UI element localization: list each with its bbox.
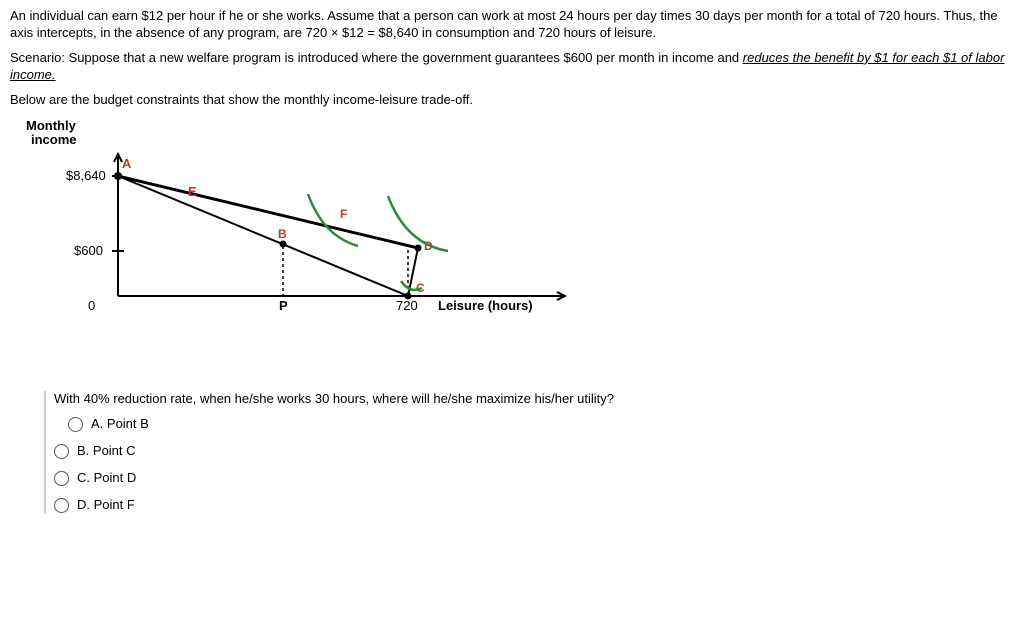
budget-constraint-chart: Monthly income $8,640 A $600 0 E B F D C… xyxy=(18,116,1014,331)
indifference-curve-1 xyxy=(308,194,358,246)
question-block: With 40% reduction rate, when he/she wor… xyxy=(44,391,1014,513)
option-a-row[interactable]: A. Point B xyxy=(68,416,1014,433)
scenario-lead: Scenario: Suppose that a new welfare pro… xyxy=(10,50,743,65)
point-b-label: B xyxy=(278,227,287,241)
y-axis-title-1: Monthly xyxy=(26,118,77,133)
intro-paragraph-1: An individual can earn $12 per hour if h… xyxy=(10,8,1014,42)
y-tick-8640: $8,640 xyxy=(66,168,106,183)
x-tick-p: P xyxy=(279,298,288,313)
radio-icon[interactable] xyxy=(54,471,69,486)
option-c-label: C. Point D xyxy=(77,470,136,487)
intro-paragraph-2: Scenario: Suppose that a new welfare pro… xyxy=(10,50,1014,84)
point-e-label: E xyxy=(188,184,197,199)
x-axis-label: Leisure (hours) xyxy=(438,298,533,313)
option-b-row[interactable]: B. Point C xyxy=(54,443,1014,460)
question-prompt: With 40% reduction rate, when he/she wor… xyxy=(54,391,1014,408)
radio-icon[interactable] xyxy=(68,417,83,432)
point-d-dot xyxy=(415,245,422,252)
y-tick-600: $600 xyxy=(74,243,103,258)
point-f-label: F xyxy=(340,207,347,221)
y-axis-title-2: income xyxy=(31,132,77,147)
intro-paragraph-3: Below are the budget constraints that sh… xyxy=(10,92,1014,109)
x-tick-720: 720 xyxy=(396,298,418,313)
option-d-row[interactable]: D. Point F xyxy=(54,497,1014,514)
option-a-label: A. Point B xyxy=(91,416,149,433)
radio-icon[interactable] xyxy=(54,444,69,459)
option-b-label: B. Point C xyxy=(77,443,136,460)
origin-label: 0 xyxy=(88,298,95,313)
option-c-row[interactable]: C. Point D xyxy=(54,470,1014,487)
radio-icon[interactable] xyxy=(54,498,69,513)
option-d-label: D. Point F xyxy=(77,497,135,514)
point-a-label: A xyxy=(122,156,132,171)
